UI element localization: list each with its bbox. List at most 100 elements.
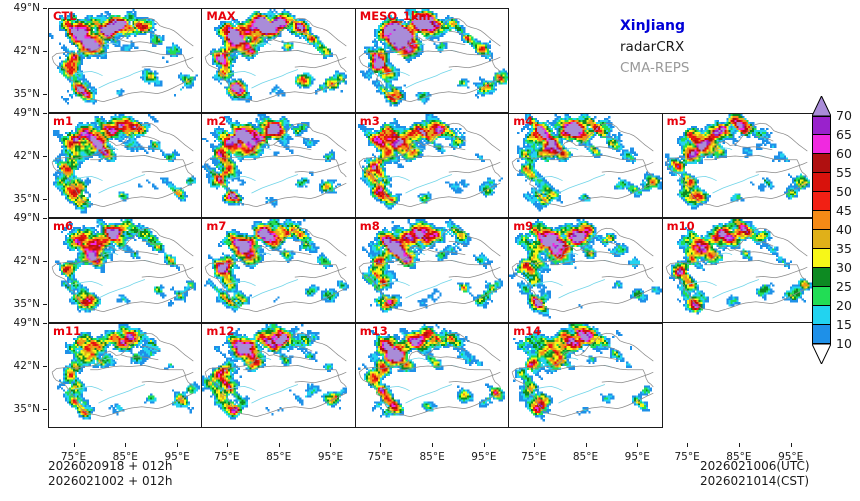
y-tick-mark xyxy=(43,8,47,9)
panel-canvas xyxy=(49,9,202,112)
y-tick-label: 42°N xyxy=(13,45,40,58)
panel-label: m1 xyxy=(53,114,73,128)
colorbar-label-55: 55 xyxy=(836,165,852,180)
y-tick-mark xyxy=(43,113,47,114)
x-tick-label: 85°E xyxy=(419,451,445,463)
colorbar-band-30 xyxy=(813,249,830,268)
x-tick-label: 75°E xyxy=(214,451,240,463)
x-tick-label: 75°E xyxy=(674,451,700,463)
map-panel-m4[interactable]: m4 xyxy=(508,113,663,218)
panel-label: m10 xyxy=(666,219,695,233)
x-tick-label: 95°E xyxy=(164,451,190,463)
panel-label: m11 xyxy=(53,324,81,338)
x-tick-label: 95°E xyxy=(317,451,344,463)
y-tick-mark xyxy=(43,409,47,411)
colorbar-band-45 xyxy=(813,192,830,211)
panel-label: m5 xyxy=(666,114,687,128)
map-panel-m11[interactable]: m11 xyxy=(48,323,203,428)
footer-valid-cst: 2026021014(CST) xyxy=(700,474,810,488)
y-tick-label: 35°N xyxy=(13,88,40,101)
panel-canvas xyxy=(202,114,355,217)
map-panel-m13[interactable]: m13 xyxy=(354,323,510,428)
y-tick-label: 35°N xyxy=(13,298,40,311)
panel-label: m4 xyxy=(513,114,534,128)
panel-label: CTL xyxy=(53,9,77,23)
y-tick-mark xyxy=(43,199,47,201)
map-panel-m7[interactable]: m7 xyxy=(201,218,356,323)
panel-label: m12 xyxy=(206,324,235,338)
colorbar-label-65: 65 xyxy=(836,127,852,142)
map-panel-m1[interactable]: m1 xyxy=(48,113,203,218)
colorbar-label-20: 20 xyxy=(836,298,852,313)
map-panel-m5[interactable]: m5 xyxy=(661,113,817,218)
panel-label: MAX xyxy=(206,9,236,23)
panel-label: m3 xyxy=(359,114,380,128)
colorbar-label-60: 60 xyxy=(836,146,852,161)
x-tick-mark xyxy=(585,443,587,447)
panel-label: m6 xyxy=(53,219,73,233)
y-tick-label: 49°N xyxy=(13,317,40,329)
footer-init-line-2: 2026021002 + 012h xyxy=(48,474,173,488)
panel-canvas xyxy=(49,324,202,427)
colorbar-label-10: 10 xyxy=(836,336,852,351)
map-panel-m9[interactable]: m9 xyxy=(508,218,663,323)
y-tick-label: 35°N xyxy=(13,403,40,416)
map-panel-m6[interactable]: m6 xyxy=(48,218,203,323)
x-tick-label: 85°E xyxy=(112,451,138,463)
colorbar-label-30: 30 xyxy=(836,260,852,275)
panel-label: m13 xyxy=(359,324,388,338)
panel-canvas xyxy=(663,219,816,322)
panel-canvas xyxy=(356,9,509,112)
panel-canvas xyxy=(202,324,355,427)
colorbar-bands xyxy=(812,116,831,344)
colorbar-label-45: 45 xyxy=(836,203,852,218)
figure-legend-header: XinJiang radarCRX CMA-REPS xyxy=(620,16,690,79)
colorbar-band-65 xyxy=(813,116,830,135)
y-tick-mark xyxy=(43,323,47,324)
x-tick-mark xyxy=(790,443,792,447)
colorbar-label-35: 35 xyxy=(836,241,852,256)
colorbar-band-10 xyxy=(813,325,830,344)
x-tick-label: 75°E xyxy=(60,451,87,463)
colorbar-label-25: 25 xyxy=(836,279,852,294)
y-tick-label: 42°N xyxy=(13,255,40,268)
y-tick-mark xyxy=(43,94,47,96)
map-panel-m8[interactable]: m8 xyxy=(354,218,510,323)
x-tick-mark xyxy=(330,443,332,447)
panel-canvas xyxy=(202,9,355,112)
map-panel-m10[interactable]: m10 xyxy=(661,218,817,323)
model-title: CMA-REPS xyxy=(620,60,690,76)
map-panel-max[interactable]: MAX xyxy=(201,8,356,113)
colorbar-band-20 xyxy=(813,287,830,306)
y-tick-label: 35°N xyxy=(13,193,40,206)
colorbar-band-40 xyxy=(813,211,830,230)
y-tick-mark xyxy=(43,304,47,306)
region-title: XinJiang xyxy=(620,18,686,34)
map-panel-ctl[interactable]: CTL xyxy=(48,8,203,113)
map-panel-m2[interactable]: m2 xyxy=(201,113,356,218)
panel-row-2: m6 m7 m8 m9 m10 xyxy=(48,218,821,323)
map-panel-m14[interactable]: m14 xyxy=(508,323,663,428)
colorbar-label-70: 70 xyxy=(836,108,852,123)
panel-canvas xyxy=(356,114,509,217)
colorbar-under-cap xyxy=(811,343,832,366)
panel-label: m7 xyxy=(206,219,227,233)
panel-label: m9 xyxy=(513,219,534,233)
colorbar-band-35 xyxy=(813,230,830,249)
y-tick-label: 49°N xyxy=(13,212,40,224)
x-tick-label: 75°E xyxy=(367,451,393,463)
panel-row-0: CTL MAX MESO_1km xyxy=(48,8,821,113)
y-tick-label: 42°N xyxy=(13,360,40,373)
colorbar-band-60 xyxy=(813,135,830,154)
y-tick-mark xyxy=(43,51,47,53)
map-panel-meso_1km[interactable]: MESO_1km xyxy=(354,8,510,113)
x-tick-mark xyxy=(380,443,382,447)
colorbar-label-50: 50 xyxy=(836,184,852,199)
panel-canvas xyxy=(49,219,202,322)
x-tick-label: 75°E xyxy=(521,451,547,463)
map-panel-m12[interactable]: m12 xyxy=(201,323,356,428)
x-tick-mark xyxy=(738,443,740,447)
x-tick-mark xyxy=(226,443,228,447)
map-panel-m3[interactable]: m3 xyxy=(354,113,510,218)
footer-init-times: 2026020918 + 012h 2026021002 + 012h xyxy=(48,459,173,489)
